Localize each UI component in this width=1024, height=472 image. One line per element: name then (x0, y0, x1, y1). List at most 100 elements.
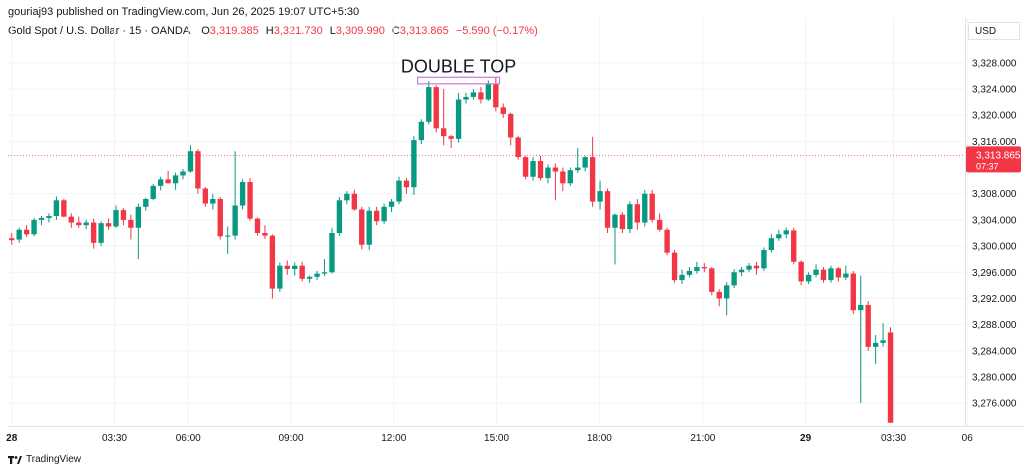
candle-body (359, 209, 365, 245)
candle-body (210, 198, 216, 204)
candle-body (664, 229, 670, 253)
candle-body (791, 230, 797, 262)
candle-body (656, 219, 663, 230)
candle-body (9, 238, 15, 241)
candle-body (180, 171, 186, 176)
candle-body (366, 210, 372, 245)
candle-body (835, 268, 842, 278)
candle-body (627, 204, 633, 230)
price-tick-label: 3,280.000 (972, 372, 1017, 383)
candle-body (597, 191, 603, 202)
candle-body (731, 272, 737, 286)
candle-body (426, 87, 432, 122)
candle-body (433, 87, 439, 129)
currency-selector[interactable]: USD (968, 22, 1020, 40)
candle-body (679, 274, 685, 281)
candle-body (560, 171, 566, 184)
tradingview-logo-icon (8, 455, 22, 464)
candle-body (172, 175, 179, 184)
candle-body (753, 265, 760, 269)
double-top-label: DOUBLE TOP (401, 56, 516, 76)
candle-body (463, 96, 469, 100)
candle-body (314, 273, 320, 277)
time-tick-label: 12:00 (381, 433, 406, 444)
candle-body (239, 181, 246, 206)
candle-body (686, 270, 693, 275)
candle-body (612, 214, 618, 228)
candle-body (768, 238, 775, 251)
candle-body (98, 223, 104, 243)
symbol-name[interactable]: Gold Spot / U.S. Dollar · 15 · OANDA (8, 25, 191, 37)
candle-body (150, 185, 156, 199)
tradingview-brand: TradingView (26, 454, 82, 465)
candle-body (23, 229, 30, 235)
candle-body (105, 223, 112, 227)
candle-body (83, 222, 89, 226)
open-value: 3,319.385 (209, 25, 259, 37)
time-tick-label: 03:30 (102, 433, 127, 444)
time-tick-label: 18:00 (587, 433, 612, 444)
price-tick-label: 3,300.000 (972, 242, 1017, 253)
candle-body (277, 265, 283, 289)
candle-body (61, 200, 67, 217)
candle-body (396, 180, 402, 202)
price-tick-label: 3,304.000 (972, 215, 1017, 226)
candle-body (135, 206, 142, 228)
candle-body (850, 273, 856, 311)
candle-body (589, 157, 596, 202)
candle-body (403, 180, 410, 188)
candle-body (537, 161, 544, 179)
candle-body (843, 273, 849, 278)
candle-body (508, 113, 514, 138)
candle-body (329, 233, 335, 273)
candle-body (738, 269, 745, 273)
price-tick-label: 3,308.000 (972, 189, 1017, 200)
candle-body (798, 261, 804, 282)
candle-body (120, 210, 127, 220)
candle-body (783, 230, 789, 235)
candle-body (619, 214, 626, 230)
candle-body (225, 235, 231, 237)
price-tick-label: 3,324.000 (972, 85, 1017, 96)
candle-body (321, 272, 328, 274)
candle-body (53, 200, 60, 216)
candle-body (500, 107, 506, 114)
high-label: H (265, 25, 274, 37)
candle-body (709, 268, 715, 292)
candle-body (694, 267, 700, 271)
candle-body (880, 340, 886, 343)
time-tick-label: 28 (6, 433, 18, 444)
low-value: 3,309.990 (335, 25, 385, 37)
candle-body (202, 188, 209, 204)
candle-body (232, 205, 238, 236)
candle-body (46, 215, 52, 218)
candle-body (90, 222, 97, 243)
candle-body (761, 250, 767, 269)
candle-body (634, 204, 640, 223)
high-value: 3,321.730 (273, 25, 323, 37)
candle-body (723, 285, 730, 299)
candle-body (493, 83, 499, 108)
time-tick-label: 06 (962, 433, 974, 444)
double-top-box (417, 76, 501, 85)
candle-body (865, 304, 871, 347)
bar-countdown: 07:37 (976, 161, 999, 171)
candle-body (262, 233, 268, 236)
candle-body (820, 269, 827, 281)
candle-body (195, 151, 201, 189)
candle-body (813, 269, 819, 275)
candle-body (552, 167, 559, 172)
time-tick-label: 03:30 (881, 433, 906, 444)
candle-body (165, 179, 171, 184)
candle-body (388, 201, 395, 207)
candle-body (776, 234, 782, 239)
candle-body (306, 276, 313, 279)
candle-body (716, 291, 722, 299)
candle-body (545, 167, 551, 179)
candle-body (336, 200, 343, 233)
candle-body (567, 170, 573, 184)
last-price-badge (966, 146, 1021, 173)
time-tick-label: 09:00 (278, 433, 303, 444)
time-tick-label: 15:00 (484, 433, 509, 444)
